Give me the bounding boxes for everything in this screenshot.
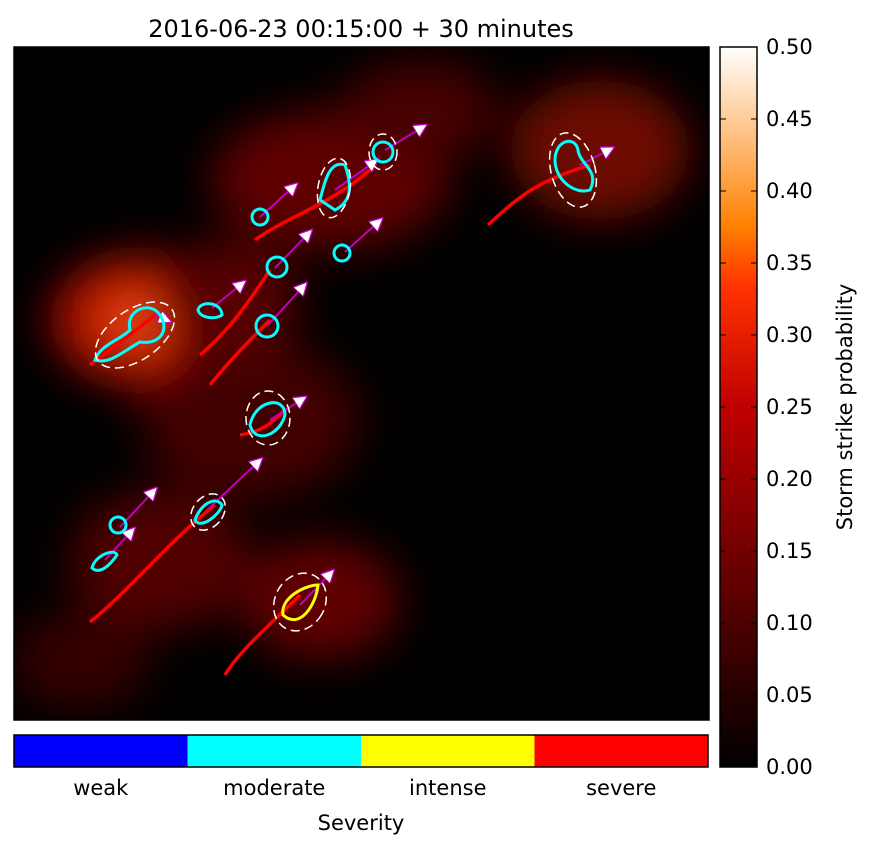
- severity-bar: [13, 734, 709, 768]
- title: 2016-06-23 00:15:00 + 30 minutes: [148, 15, 574, 43]
- colorbar-tick-label: 0.05: [766, 683, 813, 707]
- severity-category: moderate: [223, 776, 325, 800]
- severity-swatch: [187, 735, 361, 767]
- severity-swatch: [361, 735, 535, 767]
- intense-contour: [281, 583, 320, 622]
- colorbar-tick-label: 0.15: [766, 539, 813, 563]
- colorbar-tick-label: 0.20: [766, 467, 813, 491]
- colorbar-tick-label: 0.30: [766, 323, 813, 347]
- colorbar-tick-label: 0.50: [766, 35, 813, 59]
- map-frame: [13, 46, 710, 721]
- severity-swatch: [14, 735, 188, 767]
- map: [14, 47, 709, 720]
- colorbar-tick-label: 0.10: [766, 611, 813, 635]
- colorbar-tick-label: 0.35: [766, 251, 813, 275]
- severity-category: intense: [409, 776, 486, 800]
- severity-category: severe: [586, 776, 656, 800]
- colorbar-label: Storm strike probability: [833, 284, 857, 531]
- colorbar-tick-label: 0.45: [766, 107, 813, 131]
- colorbar-tick-label: 0.00: [766, 755, 813, 779]
- severity-label: Severity: [318, 811, 405, 835]
- colorbar-tick-label: 0.25: [766, 395, 813, 419]
- severity-swatch: [534, 735, 708, 767]
- colorbar-tick-label: 0.40: [766, 179, 813, 203]
- severity-category: weak: [73, 776, 129, 800]
- severity-frame: [13, 734, 709, 768]
- colorbar: [719, 46, 758, 768]
- storm-contours: [90, 139, 595, 572]
